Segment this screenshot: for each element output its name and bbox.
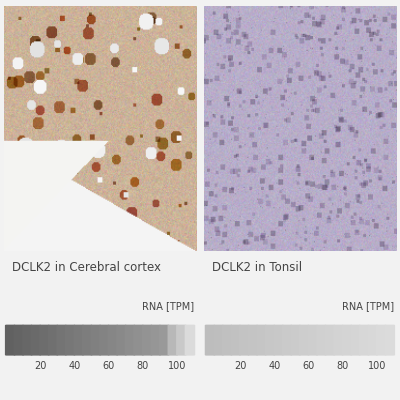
FancyBboxPatch shape xyxy=(159,325,170,356)
FancyBboxPatch shape xyxy=(30,325,41,356)
FancyBboxPatch shape xyxy=(239,325,250,356)
FancyBboxPatch shape xyxy=(73,325,84,356)
FancyBboxPatch shape xyxy=(65,325,76,356)
FancyBboxPatch shape xyxy=(168,325,178,356)
FancyBboxPatch shape xyxy=(376,325,386,356)
Text: DCLK2 in Tonsil: DCLK2 in Tonsil xyxy=(212,261,302,274)
FancyBboxPatch shape xyxy=(48,325,58,356)
FancyBboxPatch shape xyxy=(39,325,50,356)
Text: 80: 80 xyxy=(336,361,349,371)
FancyBboxPatch shape xyxy=(248,325,258,356)
Text: DCLK2 in Cerebral cortex: DCLK2 in Cerebral cortex xyxy=(12,261,161,274)
FancyBboxPatch shape xyxy=(22,325,33,356)
Text: RNA [TPM]: RNA [TPM] xyxy=(142,301,194,311)
FancyBboxPatch shape xyxy=(316,325,327,356)
FancyBboxPatch shape xyxy=(185,325,195,356)
FancyBboxPatch shape xyxy=(205,325,215,356)
FancyBboxPatch shape xyxy=(342,325,352,356)
Text: 80: 80 xyxy=(137,361,149,371)
Text: RNA [TPM]: RNA [TPM] xyxy=(342,301,394,311)
FancyBboxPatch shape xyxy=(308,325,318,356)
FancyBboxPatch shape xyxy=(256,325,267,356)
FancyBboxPatch shape xyxy=(176,325,187,356)
Text: 40: 40 xyxy=(68,361,80,371)
FancyBboxPatch shape xyxy=(273,325,284,356)
FancyBboxPatch shape xyxy=(324,325,335,356)
FancyBboxPatch shape xyxy=(367,325,378,356)
Text: 100: 100 xyxy=(168,361,186,371)
FancyBboxPatch shape xyxy=(116,325,127,356)
FancyBboxPatch shape xyxy=(350,325,361,356)
Text: 40: 40 xyxy=(268,361,280,371)
Text: 20: 20 xyxy=(234,361,246,371)
FancyBboxPatch shape xyxy=(99,325,110,356)
FancyBboxPatch shape xyxy=(82,325,92,356)
Text: 20: 20 xyxy=(34,361,46,371)
FancyBboxPatch shape xyxy=(290,325,301,356)
FancyBboxPatch shape xyxy=(384,325,395,356)
FancyBboxPatch shape xyxy=(133,325,144,356)
FancyBboxPatch shape xyxy=(222,325,232,356)
Text: 100: 100 xyxy=(368,361,386,371)
FancyBboxPatch shape xyxy=(333,325,344,356)
FancyBboxPatch shape xyxy=(265,325,275,356)
FancyBboxPatch shape xyxy=(213,325,224,356)
FancyBboxPatch shape xyxy=(14,325,24,356)
FancyBboxPatch shape xyxy=(150,325,161,356)
FancyBboxPatch shape xyxy=(56,325,67,356)
FancyBboxPatch shape xyxy=(90,325,101,356)
FancyBboxPatch shape xyxy=(230,325,241,356)
Text: 60: 60 xyxy=(302,361,315,371)
FancyBboxPatch shape xyxy=(125,325,135,356)
FancyBboxPatch shape xyxy=(282,325,292,356)
FancyBboxPatch shape xyxy=(108,325,118,356)
FancyBboxPatch shape xyxy=(359,325,370,356)
FancyBboxPatch shape xyxy=(5,325,16,356)
Text: 60: 60 xyxy=(102,361,115,371)
FancyBboxPatch shape xyxy=(142,325,152,356)
FancyBboxPatch shape xyxy=(299,325,310,356)
